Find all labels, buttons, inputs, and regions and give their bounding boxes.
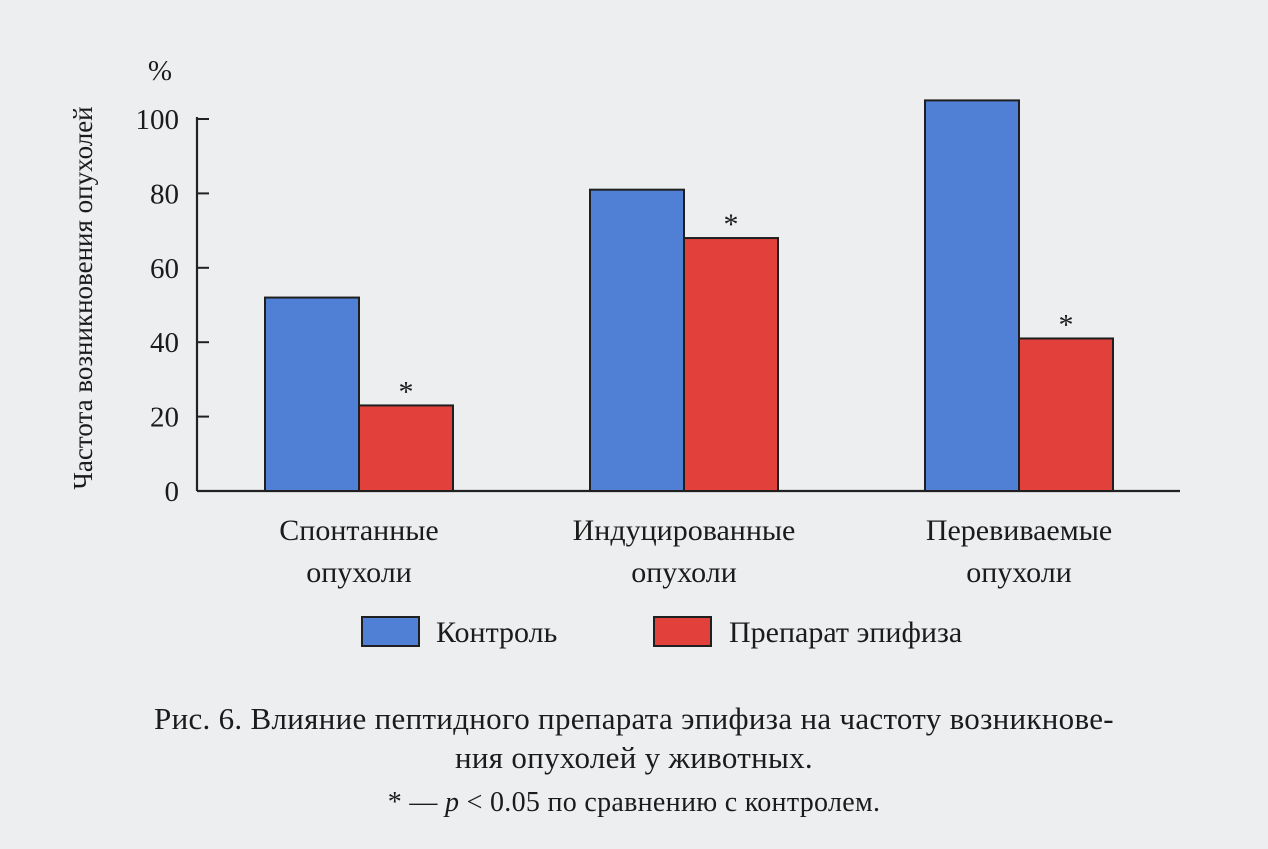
legend-swatch xyxy=(653,616,712,647)
significance-star: * xyxy=(724,208,739,241)
x-axis-labels: Спонтанные опухоли Индуцированные опухоли Пе… xyxy=(279,514,1112,589)
legend-label: Препарат эпифиза xyxy=(729,616,962,649)
x-category-label: Перевиваемые xyxy=(926,514,1112,547)
x-category-label: опухоли xyxy=(631,556,737,589)
significance-star: * xyxy=(1059,308,1074,341)
x-category-label: Спонтанные xyxy=(279,514,439,547)
bar-chart: 0 20 40 60 80 100% Частота возникновения опухо… xyxy=(68,55,1180,649)
y-axis-title: Частота возникновения опухолей xyxy=(68,106,98,489)
legend-label: Контроль xyxy=(436,616,557,649)
x-category-label: Индуцированные xyxy=(573,514,796,547)
bar-treatment-1 xyxy=(683,237,779,492)
y-tick-label: 60 xyxy=(150,253,179,285)
y-axis: 0 20 40 60 80 100% Частота возникновения опухо… xyxy=(68,55,1180,508)
x-category-label: опухоли xyxy=(306,556,412,589)
figure-caption-line-1: Рис. 6. Влияние пептидного препарата эпи… xyxy=(154,701,1114,736)
bars xyxy=(264,99,1114,493)
note-star: * xyxy=(387,787,403,818)
y-tick-label: 40 xyxy=(150,327,179,359)
note-dash: — xyxy=(409,787,438,818)
bar-control-2 xyxy=(924,99,1020,493)
bar-control-1 xyxy=(589,188,685,492)
bar-control-0 xyxy=(264,296,360,492)
significance-star: * xyxy=(399,375,414,408)
y-unit-label: % xyxy=(148,55,172,87)
legend-swatch xyxy=(361,616,420,647)
x-category-label: опухоли xyxy=(966,556,1072,589)
significance-note: * — p < 0.05 по сравнению с контролем. xyxy=(0,784,1268,822)
bar-treatment-0 xyxy=(358,404,454,492)
bar-treatment-2 xyxy=(1018,337,1114,493)
note-p: p xyxy=(444,787,460,818)
note-rest: < 0.05 по сравнению с контролем. xyxy=(466,787,881,818)
y-tick-label: 0 xyxy=(165,476,180,508)
significance-marks: * * * xyxy=(399,208,1074,408)
y-tick-label: 100 xyxy=(136,104,180,136)
y-tick-label: 80 xyxy=(150,178,179,210)
y-tick-label: 20 xyxy=(150,402,179,434)
figure-caption-line-2: ния опухолей у животных. xyxy=(455,740,813,775)
legend: Контроль Препарат эпифиза xyxy=(361,616,962,649)
